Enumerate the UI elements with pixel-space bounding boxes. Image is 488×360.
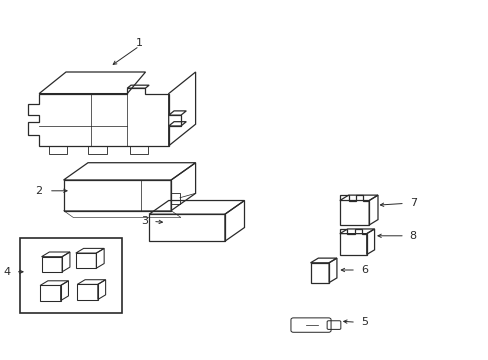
Text: 1: 1 bbox=[136, 38, 142, 48]
Text: 8: 8 bbox=[409, 231, 416, 241]
Text: 3: 3 bbox=[141, 216, 147, 226]
Text: 6: 6 bbox=[360, 265, 367, 275]
Text: 4: 4 bbox=[4, 267, 11, 277]
Text: 5: 5 bbox=[360, 317, 367, 327]
Text: 7: 7 bbox=[409, 198, 416, 208]
Text: 2: 2 bbox=[36, 186, 42, 196]
Bar bbox=[20, 238, 122, 313]
